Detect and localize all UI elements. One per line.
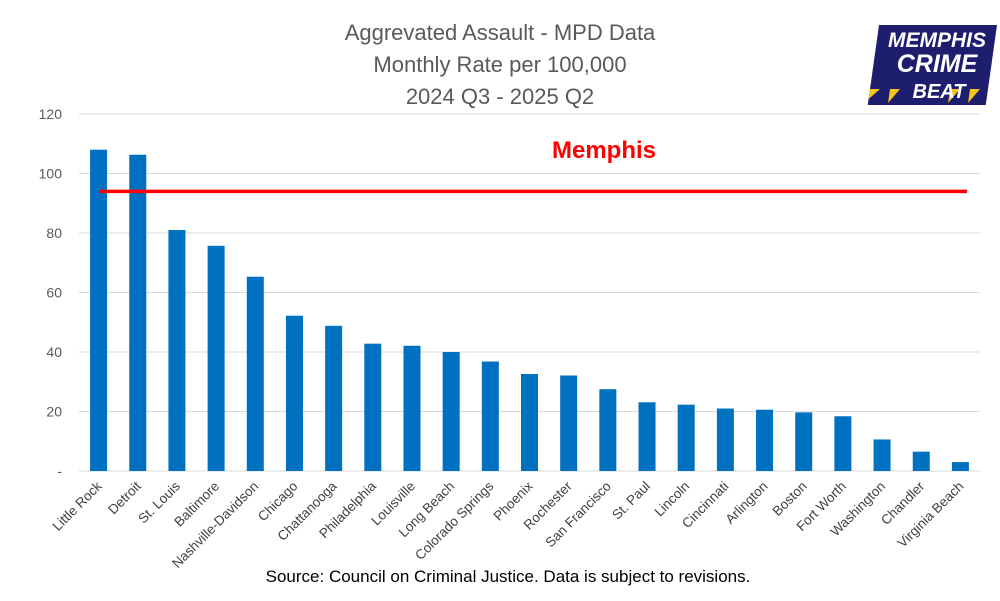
bar	[912, 451, 930, 471]
bar	[364, 343, 382, 471]
logo-line-1: MEMPHIS	[888, 29, 986, 52]
bar	[129, 154, 147, 471]
bar	[90, 149, 108, 471]
source-note: Source: Council on Criminal Justice. Dat…	[266, 567, 751, 586]
bar	[325, 325, 343, 471]
bar	[677, 404, 695, 471]
logo-background	[867, 25, 997, 105]
bar	[951, 462, 969, 471]
bar	[207, 245, 225, 471]
bar	[521, 374, 538, 471]
y-tick-label: 60	[46, 285, 62, 301]
bar	[834, 416, 852, 471]
bar	[716, 408, 734, 471]
bar	[756, 409, 774, 471]
bar	[481, 361, 499, 471]
memphis-reference: Memphis	[99, 137, 967, 194]
y-tick-label: 120	[39, 106, 63, 122]
memphis-crime-beat-logo: MEMPHIS CRIME BEAT	[867, 25, 997, 105]
chart-title: Aggrevated Assault - MPD Data Monthly Ra…	[345, 20, 656, 109]
y-tick-label: 20	[46, 404, 62, 420]
bar	[285, 315, 303, 471]
logo-line-2: CRIME	[897, 50, 979, 78]
logo-line-3: BEAT	[913, 81, 968, 103]
chart-title-line-3: 2024 Q3 - 2025 Q2	[406, 84, 594, 109]
bar	[599, 389, 617, 471]
y-tick-label: -	[57, 463, 62, 479]
y-tick-label: 40	[46, 344, 62, 360]
chart-title-line-2: Monthly Rate per 100,000	[373, 52, 626, 77]
x-tick-label: Little Rock	[50, 478, 105, 533]
y-axis: - 20 40 60 80 100 120	[39, 106, 63, 479]
x-tick-label: St. Paul	[609, 479, 653, 523]
bar	[403, 345, 421, 471]
bar	[638, 402, 656, 471]
bar	[168, 230, 186, 471]
bar-series	[90, 149, 969, 471]
y-tick-label: 80	[46, 225, 62, 241]
gridlines	[79, 113, 980, 472]
bar	[795, 412, 813, 471]
bar	[560, 375, 578, 471]
chart-title-line-1: Aggrevated Assault - MPD Data	[345, 20, 656, 45]
x-tick-label: Arlington	[722, 479, 770, 527]
bar	[873, 439, 891, 471]
y-tick-label: 100	[39, 166, 63, 182]
bar	[246, 276, 264, 471]
bar	[442, 352, 460, 471]
reference-label: Memphis	[552, 137, 656, 164]
